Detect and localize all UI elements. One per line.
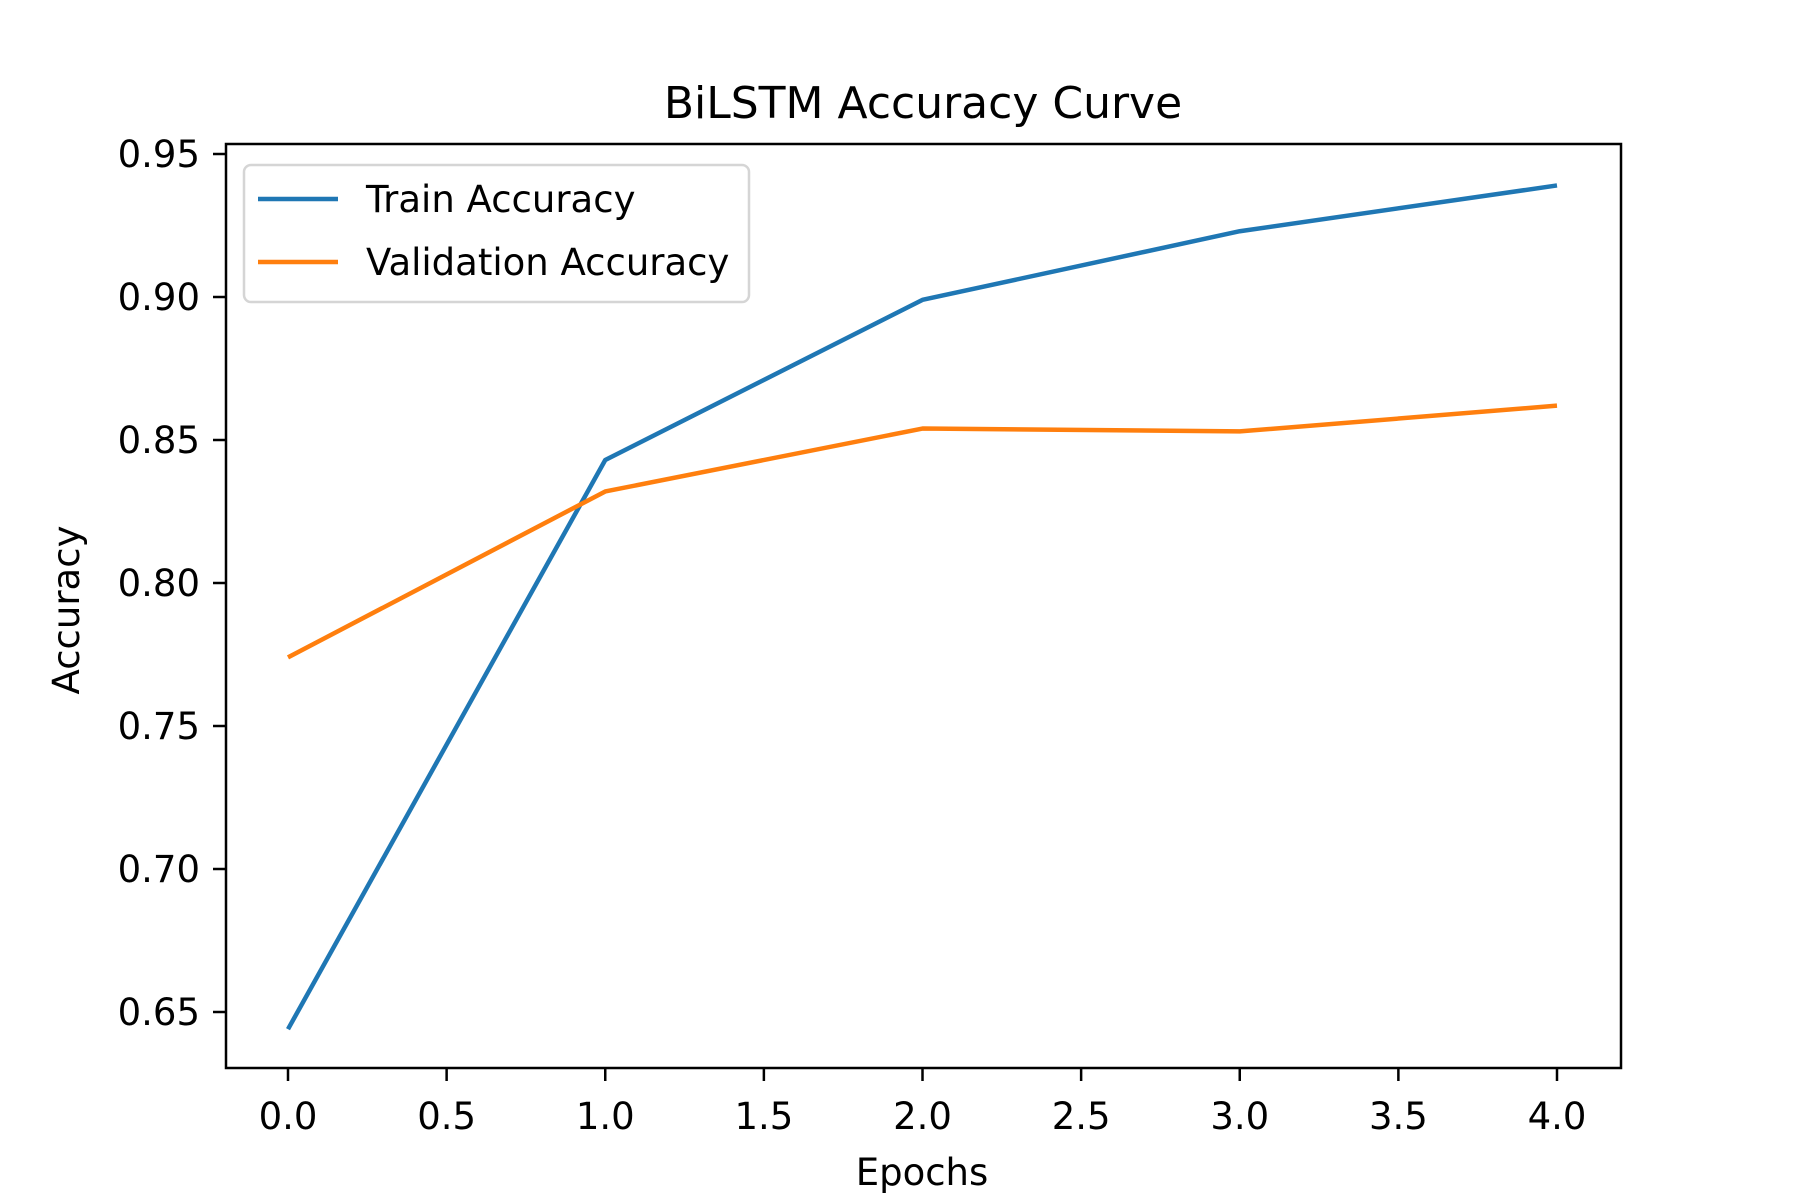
- y-tick-label: 0.95: [118, 133, 200, 176]
- x-tick-label: 4.0: [1528, 1095, 1587, 1138]
- plot-lines: [286, 183, 1558, 1031]
- x-tick-label: 1.5: [734, 1095, 793, 1138]
- y-tick-label: 0.70: [118, 848, 200, 891]
- series-line-validation: [286, 403, 1558, 660]
- y-tick-label: 0.85: [118, 419, 200, 462]
- x-tick-label: 0.5: [417, 1095, 476, 1138]
- chart-title: BiLSTM Accuracy Curve: [664, 78, 1182, 129]
- y-axis-ticks: 0.65 0.70 0.75 0.80 0.85 0.90 0.95: [118, 133, 226, 1034]
- legend: Train Accuracy Validation Accuracy: [242, 163, 751, 304]
- series-line-train: [286, 183, 1558, 1031]
- x-tick-label: 2.0: [893, 1095, 952, 1138]
- y-tick-label: 0.80: [118, 562, 200, 605]
- legend-label-train: Train Accuracy: [365, 178, 635, 221]
- x-tick-label: 1.0: [576, 1095, 635, 1138]
- legend-label-validation: Validation Accuracy: [366, 241, 729, 284]
- y-tick-label: 0.90: [118, 276, 200, 319]
- x-tick-label: 2.5: [1052, 1095, 1111, 1138]
- x-axis-label: Epochs: [856, 1151, 989, 1194]
- x-tick-label: 3.5: [1369, 1095, 1428, 1138]
- y-axis-label: Accuracy: [45, 526, 88, 695]
- y-tick-label: 0.75: [118, 705, 200, 748]
- x-axis-ticks: 0.0 0.5 1.0 1.5 2.0 2.5 3.0 3.5 4.0: [259, 1068, 1587, 1138]
- x-tick-label: 3.0: [1210, 1095, 1269, 1138]
- legend-box: [242, 163, 751, 304]
- x-tick-label: 0.0: [259, 1095, 318, 1138]
- y-tick-label: 0.65: [118, 991, 200, 1034]
